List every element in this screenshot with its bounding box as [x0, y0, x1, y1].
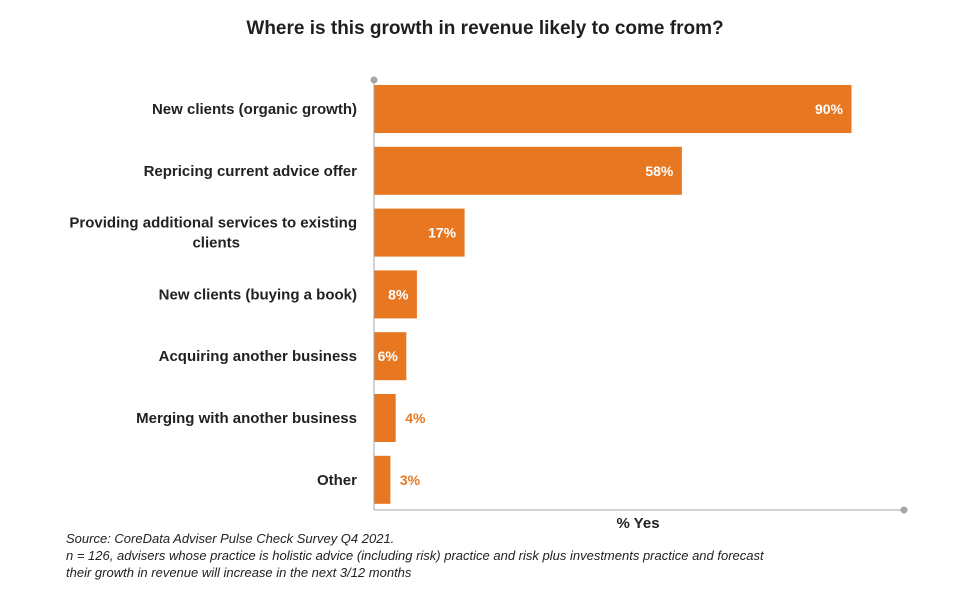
- value-label: 6%: [378, 348, 399, 364]
- sample-note-line: their growth in revenue will increase in…: [66, 565, 412, 580]
- category-labels: New clients (organic growth) Repricing cu…: [69, 101, 357, 489]
- x-axis-label: % Yes: [616, 515, 659, 532]
- bar: [374, 146, 682, 195]
- chart-title: Where is this growth in revenue likely t…: [246, 18, 724, 39]
- source-line: Source: CoreData Adviser Pulse Check Sur…: [66, 531, 395, 546]
- source-note: Source: CoreData Adviser Pulse Check Sur…: [66, 530, 946, 581]
- value-label: 3%: [400, 472, 421, 488]
- category-label: New clients (buying a book): [159, 286, 357, 303]
- bar: [374, 270, 417, 319]
- value-label: 8%: [388, 286, 409, 302]
- category-label: Merging with another business: [136, 410, 357, 427]
- bar: [374, 85, 852, 133]
- value-label: 90%: [815, 101, 844, 117]
- bar: [374, 208, 465, 257]
- category-label: Other: [317, 472, 357, 489]
- bar: [374, 332, 407, 381]
- bar: [374, 394, 396, 442]
- x-axis-end-marker: [900, 506, 908, 514]
- category-label: Providing additional services to existin…: [69, 215, 357, 252]
- category-label: Repricing current advice offer: [144, 163, 358, 180]
- category-label: New clients (organic growth): [152, 101, 357, 118]
- sample-note-line: n = 126, advisers whose practice is holi…: [66, 548, 764, 563]
- y-axis-end-marker: [370, 76, 378, 84]
- value-label: 4%: [405, 410, 426, 426]
- category-label: Acquiring another business: [159, 348, 357, 365]
- value-label: 17%: [428, 225, 457, 241]
- bars-group: [374, 85, 852, 504]
- value-labels: 90% 58% 17% 8% 6% 4% 3%: [378, 101, 844, 488]
- bar: [374, 455, 391, 504]
- value-label: 58%: [645, 163, 674, 179]
